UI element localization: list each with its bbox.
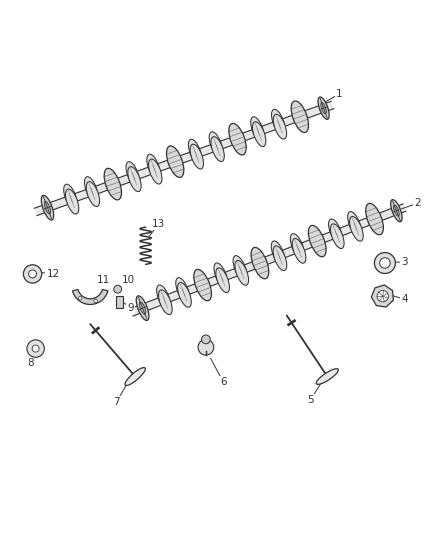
- Circle shape: [27, 340, 44, 357]
- Ellipse shape: [233, 256, 247, 280]
- Ellipse shape: [159, 290, 172, 314]
- Ellipse shape: [348, 212, 361, 236]
- Ellipse shape: [308, 225, 326, 257]
- Ellipse shape: [253, 122, 266, 147]
- Ellipse shape: [65, 189, 79, 214]
- Polygon shape: [130, 204, 406, 316]
- Ellipse shape: [321, 102, 326, 114]
- Ellipse shape: [44, 201, 51, 214]
- Ellipse shape: [157, 285, 170, 310]
- Ellipse shape: [64, 184, 77, 209]
- Text: 13: 13: [152, 219, 166, 229]
- Text: 3: 3: [401, 257, 408, 267]
- Text: 8: 8: [27, 358, 34, 368]
- Ellipse shape: [214, 263, 228, 288]
- Circle shape: [28, 270, 36, 278]
- Polygon shape: [34, 101, 334, 216]
- Ellipse shape: [194, 269, 212, 301]
- Ellipse shape: [176, 278, 189, 302]
- Text: 2: 2: [414, 198, 421, 208]
- Circle shape: [78, 296, 82, 300]
- Ellipse shape: [328, 219, 342, 244]
- Ellipse shape: [209, 132, 223, 157]
- Ellipse shape: [316, 369, 339, 384]
- Circle shape: [32, 345, 39, 352]
- Ellipse shape: [190, 144, 204, 169]
- Ellipse shape: [251, 247, 269, 279]
- Ellipse shape: [393, 205, 399, 216]
- Ellipse shape: [139, 302, 146, 314]
- Ellipse shape: [271, 241, 285, 265]
- Ellipse shape: [104, 168, 121, 200]
- Ellipse shape: [211, 136, 224, 161]
- Ellipse shape: [272, 109, 285, 134]
- Ellipse shape: [128, 167, 141, 191]
- Ellipse shape: [148, 159, 162, 184]
- Circle shape: [374, 253, 396, 273]
- Ellipse shape: [273, 246, 287, 271]
- Ellipse shape: [366, 204, 383, 235]
- Ellipse shape: [273, 114, 286, 139]
- Circle shape: [380, 258, 390, 268]
- Ellipse shape: [290, 233, 304, 259]
- Bar: [116, 296, 123, 309]
- Text: 9: 9: [127, 303, 134, 313]
- Ellipse shape: [318, 97, 329, 119]
- Text: 12: 12: [46, 269, 60, 279]
- Ellipse shape: [251, 117, 264, 142]
- Ellipse shape: [229, 124, 246, 155]
- Text: 10: 10: [122, 274, 135, 285]
- Text: 1: 1: [336, 89, 343, 99]
- Wedge shape: [72, 289, 108, 304]
- Ellipse shape: [136, 296, 149, 320]
- Ellipse shape: [216, 268, 230, 293]
- Circle shape: [198, 340, 214, 355]
- Ellipse shape: [330, 224, 344, 248]
- Ellipse shape: [291, 101, 308, 133]
- Ellipse shape: [235, 261, 249, 285]
- Text: 4: 4: [401, 294, 408, 304]
- Ellipse shape: [178, 282, 191, 307]
- Circle shape: [94, 299, 97, 303]
- Ellipse shape: [126, 161, 139, 187]
- Ellipse shape: [188, 139, 202, 164]
- Ellipse shape: [166, 146, 184, 177]
- Circle shape: [377, 290, 389, 302]
- Text: 7: 7: [113, 397, 120, 407]
- Circle shape: [201, 335, 210, 344]
- Ellipse shape: [292, 238, 306, 263]
- Circle shape: [23, 265, 42, 283]
- Ellipse shape: [125, 368, 145, 385]
- Polygon shape: [371, 285, 393, 307]
- Ellipse shape: [391, 199, 402, 222]
- Ellipse shape: [86, 182, 99, 206]
- Ellipse shape: [147, 154, 160, 179]
- Ellipse shape: [85, 176, 98, 201]
- Text: 11: 11: [97, 274, 110, 285]
- Text: 6: 6: [220, 377, 227, 387]
- Ellipse shape: [41, 195, 54, 220]
- Circle shape: [114, 285, 122, 293]
- Text: 5: 5: [307, 394, 314, 405]
- Ellipse shape: [350, 216, 363, 241]
